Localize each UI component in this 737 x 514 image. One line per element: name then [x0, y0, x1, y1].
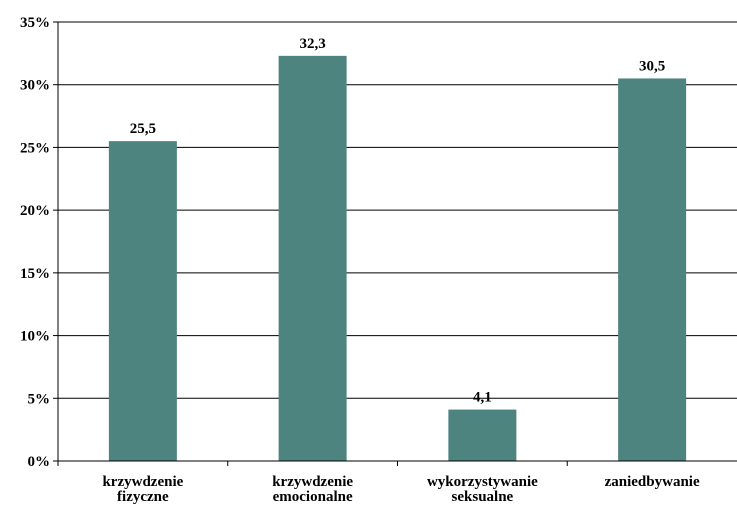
- axes: [53, 21, 737, 466]
- data-label: 30,5: [639, 58, 665, 74]
- data-label: 32,3: [300, 36, 326, 52]
- y-tick-label: 20%: [20, 203, 50, 219]
- bar: [618, 78, 687, 461]
- category-label: wykorzystywanie seksualne: [427, 474, 538, 505]
- y-tick-label: 10%: [20, 329, 50, 345]
- y-tick-label: 30%: [20, 78, 50, 94]
- bar: [448, 409, 517, 461]
- labels: 0% 5% 10% 15% 20% 25% 30% 35% 25,5 32,3 4,1 30,5 krz…: [20, 15, 700, 505]
- category-label: krzywdzenie fizyczne: [102, 474, 183, 505]
- y-tick-label: 15%: [20, 266, 50, 282]
- y-tick-label: 5%: [28, 391, 51, 407]
- category-label: zaniedbywanie: [605, 474, 700, 490]
- y-tick-label: 25%: [20, 140, 50, 156]
- category-label: krzywdzenie emocionalne: [272, 474, 353, 505]
- y-tick-label: 0%: [28, 454, 51, 470]
- y-tick-label: 35%: [20, 15, 50, 31]
- data-label: 25,5: [130, 121, 156, 137]
- data-label: 4,1: [473, 390, 492, 406]
- bars: [108, 55, 687, 461]
- bar: [278, 55, 347, 461]
- bar: [108, 141, 177, 461]
